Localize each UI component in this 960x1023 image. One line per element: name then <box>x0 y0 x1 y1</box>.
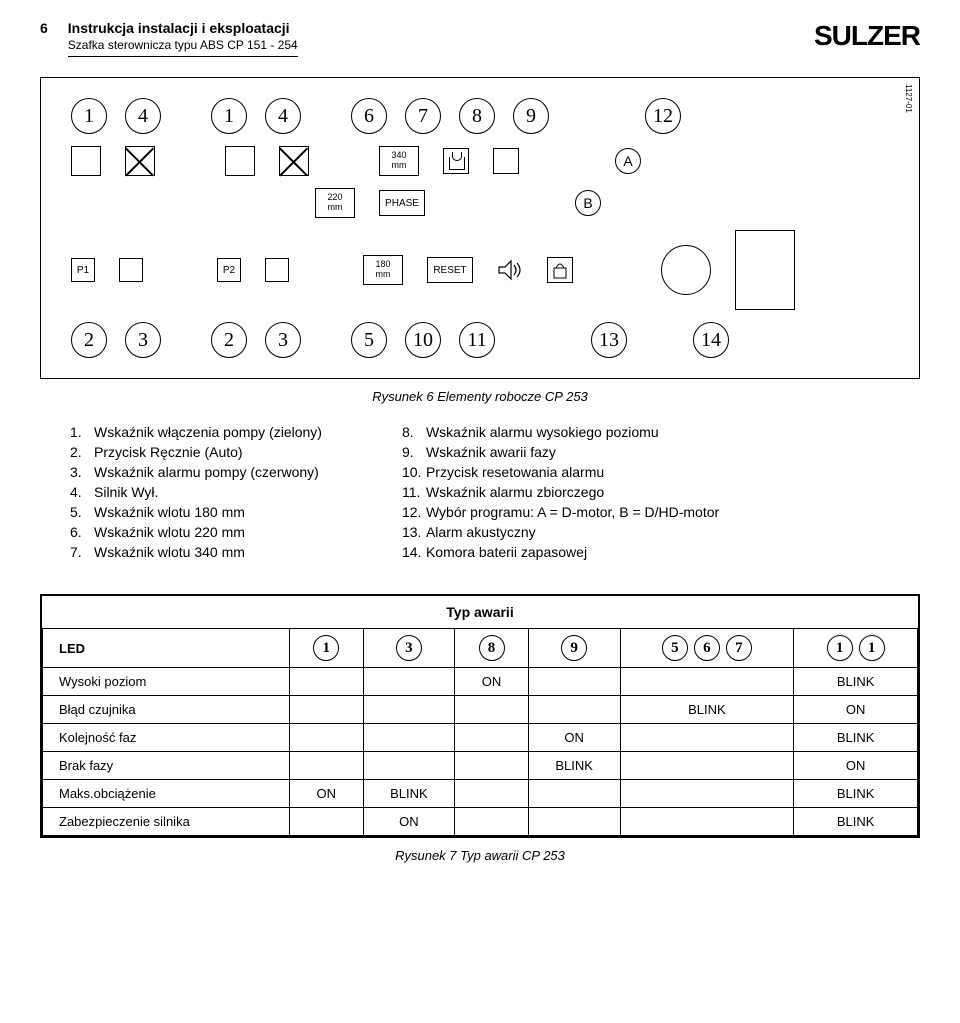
p2-box: P2 <box>217 258 241 282</box>
callout-6: 6 <box>351 98 387 134</box>
legend-item: 6.Wskaźnik wlotu 220 mm <box>70 524 322 540</box>
col-header: 11 <box>794 629 918 668</box>
phase-button: PHASE <box>379 190 425 216</box>
legend-item: 4.Silnik Wył. <box>70 484 322 500</box>
legend-item: 7.Wskaźnik wlotu 340 mm <box>70 544 322 560</box>
brand-logo: SULZER <box>814 20 920 52</box>
legend-item: 5.Wskaźnik wlotu 180 mm <box>70 504 322 520</box>
p1-box: P1 <box>71 258 95 282</box>
callout-1b: 1 <box>211 98 247 134</box>
level-icon <box>443 148 469 174</box>
callout-4: 4 <box>125 98 161 134</box>
col-header: 8 <box>455 629 529 668</box>
callout-11: 11 <box>459 322 495 358</box>
legend-item: 12.Wybór programu: A = D-motor, B = D/HD… <box>402 504 719 520</box>
callout-3b: 3 <box>265 322 301 358</box>
legend-item: 14.Komora baterii zapasowej <box>402 544 719 560</box>
legend-item: 10.Przycisk resetowania alarmu <box>402 464 719 480</box>
battery-cover <box>735 230 795 310</box>
callout-12: 12 <box>645 98 681 134</box>
callout-9: 9 <box>513 98 549 134</box>
col-header: 1 <box>290 629 364 668</box>
callout-3: 3 <box>125 322 161 358</box>
figure7-caption: Rysunek 7 Typ awarii CP 253 <box>40 848 920 863</box>
callout-4b: 4 <box>265 98 301 134</box>
table-row: Brak fazyBLINKON <box>43 752 918 780</box>
diagram-cp253: 1127-01 1 4 1 4 6 7 8 9 12 340mm <box>40 77 920 379</box>
callout-13: 13 <box>591 322 627 358</box>
callout-5: 5 <box>351 322 387 358</box>
callout-2b: 2 <box>211 322 247 358</box>
table-row: Wysoki poziomONBLINK <box>43 668 918 696</box>
table-row: Zabezpieczenie silnikaONBLINK <box>43 808 918 836</box>
table-row: Maks.obciążenieONBLINKBLINK <box>43 780 918 808</box>
legend-item: 2.Przycisk Ręcznie (Auto) <box>70 444 322 460</box>
doc-title: Instrukcja instalacji i eksploatacji <box>68 20 298 36</box>
callout-10: 10 <box>405 322 441 358</box>
col-header: 3 <box>363 629 455 668</box>
buzzer-icon <box>497 257 523 283</box>
page-number: 6 <box>40 20 48 36</box>
main-dial <box>661 245 711 295</box>
legend-item: 3.Wskaźnik alarmu pompy (czerwony) <box>70 464 322 480</box>
doc-subtitle: Szafka sterownicza typu ABS CP 151 - 254 <box>68 38 298 52</box>
phase-icon <box>493 148 519 174</box>
legend-item: 13.Alarm akustyczny <box>402 524 719 540</box>
legend-item: 9.Wskaźnik awarii fazy <box>402 444 719 460</box>
legend-item: 11.Wskaźnik alarmu zbiorczego <box>402 484 719 500</box>
callout-1: 1 <box>71 98 107 134</box>
reset-button: RESET <box>427 257 473 283</box>
callout-2: 2 <box>71 322 107 358</box>
figure6-caption: Rysunek 6 Elementy robocze CP 253 <box>40 389 920 404</box>
callout-7: 7 <box>405 98 441 134</box>
legend-list: 1.Wskaźnik włączenia pompy (zielony) 2.Pr… <box>40 424 920 564</box>
table-title: Typ awarii <box>42 596 918 628</box>
fault-table: Typ awarii LED138956711 Wysoki poziomONB… <box>40 594 920 838</box>
diagram-id: 1127-01 <box>904 84 913 113</box>
led-header: LED <box>43 629 290 668</box>
mode-b: B <box>575 190 601 216</box>
alarm-light-icon <box>547 257 573 283</box>
mode-a: A <box>615 148 641 174</box>
legend-item: 1.Wskaźnik włączenia pompy (zielony) <box>70 424 322 440</box>
col-header: 567 <box>620 629 794 668</box>
table-row: Kolejność fazONBLINK <box>43 724 918 752</box>
col-header: 9 <box>528 629 620 668</box>
legend-item: 8.Wskaźnik alarmu wysokiego poziomu <box>402 424 719 440</box>
page-header: 6 Instrukcja instalacji i eksploatacji S… <box>40 20 920 57</box>
callout-8: 8 <box>459 98 495 134</box>
table-row: Błąd czujnikaBLINKON <box>43 696 918 724</box>
callout-14: 14 <box>693 322 729 358</box>
